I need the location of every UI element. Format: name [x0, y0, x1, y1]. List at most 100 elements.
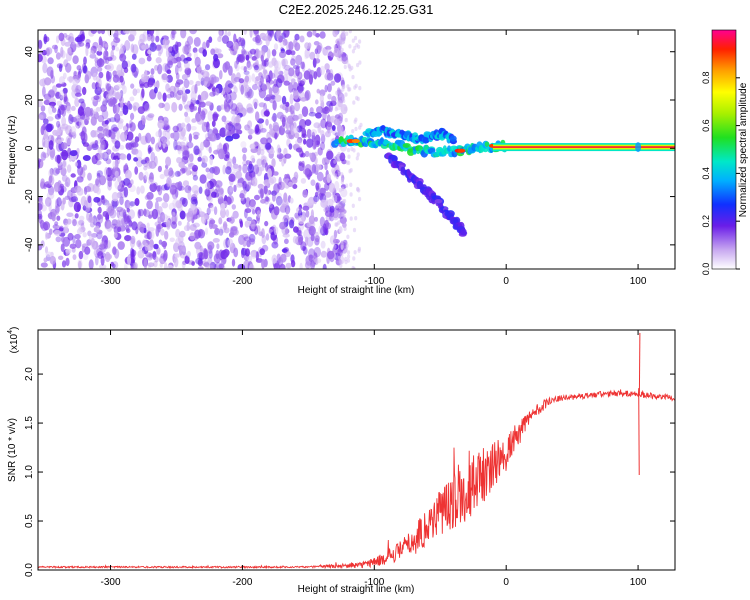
noise-speckle	[343, 226, 347, 231]
noise-speckle	[72, 131, 77, 139]
noise-speckle	[348, 30, 352, 34]
noise-speckle	[59, 183, 64, 189]
noise-speckle	[112, 246, 117, 256]
noise-speckle	[129, 201, 136, 207]
noise-speckle	[55, 168, 61, 175]
noise-speckle	[304, 167, 311, 178]
noise-speckle	[228, 173, 236, 182]
noise-speckle	[78, 260, 82, 269]
noise-speckle	[284, 68, 289, 76]
noise-speckle	[212, 128, 219, 135]
noise-speckle	[324, 63, 330, 71]
noise-speckle	[181, 92, 188, 103]
noise-speckle	[284, 174, 288, 179]
noise-speckle	[334, 180, 340, 191]
noise-speckle	[333, 173, 337, 178]
noise-speckle	[209, 91, 216, 97]
noise-speckle	[289, 104, 295, 115]
noise-speckle	[48, 105, 54, 115]
noise-speckle	[56, 139, 63, 144]
noise-speckle	[87, 216, 95, 223]
colorbar-tick-label: 0.4	[701, 167, 711, 180]
noise-speckle	[251, 73, 256, 82]
noise-speckle	[310, 179, 316, 186]
noise-speckle	[233, 86, 238, 94]
noise-speckle	[124, 130, 128, 136]
noise-speckle	[217, 187, 224, 195]
noise-speckle	[232, 210, 239, 219]
noise-speckle	[64, 195, 71, 200]
noise-speckle	[66, 218, 72, 225]
noise-speckle	[155, 131, 160, 138]
noise-speckle	[225, 93, 232, 104]
noise-speckle	[136, 240, 142, 248]
noise-speckle	[299, 35, 305, 43]
noise-speckle	[206, 121, 210, 133]
noise-speckle	[117, 241, 125, 250]
noise-speckle	[141, 74, 147, 80]
noise-speckle	[103, 239, 109, 250]
noise-speckle	[216, 191, 222, 200]
noise-speckle	[95, 225, 100, 233]
noise-speckle	[271, 115, 277, 122]
noise-speckle	[359, 122, 363, 128]
noise-speckle	[351, 74, 355, 80]
noise-speckle	[207, 202, 214, 208]
lower-branch-blob	[434, 199, 443, 204]
noise-speckle	[127, 255, 131, 266]
noise-speckle	[273, 226, 279, 236]
noise-speckle	[267, 61, 274, 68]
noise-speckle	[97, 214, 104, 220]
noise-speckle	[82, 86, 87, 96]
noise-speckle	[339, 260, 343, 265]
noise-speckle	[97, 30, 102, 34]
noise-speckle	[200, 90, 209, 101]
noise-speckle	[130, 63, 137, 73]
noise-speckle	[122, 104, 129, 116]
noise-speckle	[242, 160, 249, 166]
noise-speckle	[116, 206, 123, 213]
noise-speckle	[248, 263, 255, 269]
noise-speckle	[352, 100, 356, 105]
noise-speckle	[60, 243, 65, 252]
noise-speckle	[162, 214, 168, 220]
snr-spike	[638, 332, 641, 394]
snr-x-tick-label: 0	[503, 577, 509, 588]
noise-speckle	[261, 234, 267, 245]
noise-speckle	[263, 110, 270, 117]
noise-speckle	[255, 124, 260, 134]
noise-speckle	[132, 88, 138, 96]
noise-speckle	[93, 111, 99, 120]
noise-speckle	[346, 147, 351, 153]
noise-speckle	[313, 139, 317, 149]
noise-speckle	[205, 181, 211, 190]
noise-speckle	[150, 232, 154, 239]
noise-speckle	[55, 83, 62, 88]
noise-speckle	[49, 255, 56, 265]
noise-speckle	[297, 229, 303, 237]
noise-speckle	[224, 61, 231, 70]
noise-speckle	[300, 178, 307, 184]
noise-speckle	[308, 74, 313, 85]
noise-speckle	[107, 240, 112, 249]
noise-speckle	[162, 130, 166, 137]
noise-speckle	[175, 64, 179, 76]
noise-speckle	[342, 130, 346, 135]
noise-speckle	[290, 259, 296, 268]
noise-speckle	[342, 98, 346, 104]
noise-speckle	[285, 49, 293, 56]
noise-speckle	[200, 214, 207, 224]
noise-speckle	[227, 238, 234, 248]
noise-speckle	[326, 122, 332, 128]
noise-speckle	[100, 140, 106, 151]
noise-speckle	[124, 235, 132, 242]
noise-speckle	[96, 75, 100, 84]
noise-speckle	[335, 90, 339, 96]
noise-speckle	[103, 128, 109, 137]
noise-speckle	[231, 258, 236, 267]
noise-speckle	[92, 109, 97, 115]
noise-speckle	[242, 109, 247, 115]
noise-speckle	[245, 90, 251, 99]
noise-speckle	[301, 78, 306, 84]
noise-speckle	[187, 191, 192, 200]
